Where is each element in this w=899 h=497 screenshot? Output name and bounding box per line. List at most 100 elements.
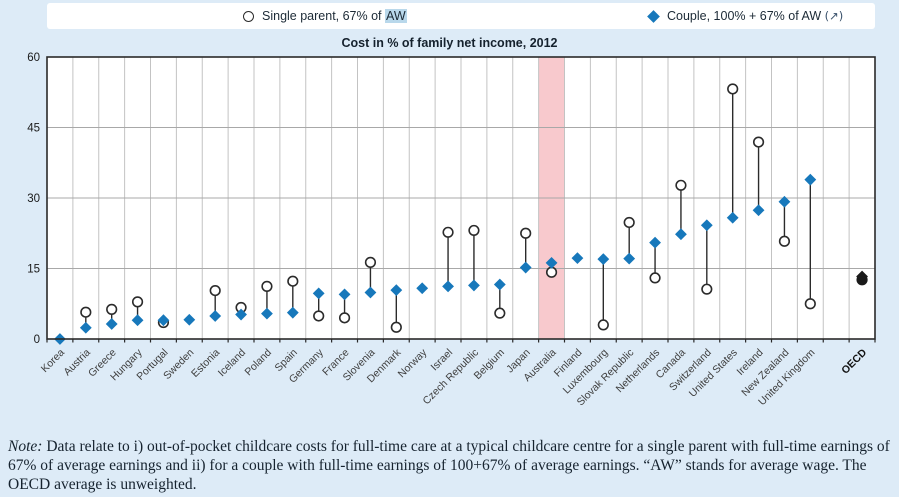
marker-group-new-zealand xyxy=(778,195,791,247)
marker-group-sweden xyxy=(183,313,196,326)
couple-point xyxy=(726,211,739,224)
couple-point xyxy=(856,270,868,283)
couple-point xyxy=(442,280,454,293)
legend-item-couple: Couple, 100% + 67% of AW (↗) xyxy=(647,3,843,29)
couple-point xyxy=(312,287,325,300)
marker-group-belgium xyxy=(493,278,506,319)
marker-group-germany xyxy=(312,287,325,322)
couple-point xyxy=(545,256,558,269)
marker-group-australia xyxy=(545,256,558,278)
couple-point xyxy=(468,279,480,292)
couple-point xyxy=(752,204,765,217)
single-parent-point xyxy=(80,306,92,318)
marker-group-poland xyxy=(261,280,273,320)
marker-group-oecd xyxy=(856,270,868,286)
single-parent-point xyxy=(675,179,687,191)
note-text: Data relate to i) out-of-pocket childcar… xyxy=(8,438,890,494)
couple-point xyxy=(390,284,403,297)
single-parent-point xyxy=(209,284,221,297)
single-parent-point xyxy=(494,307,506,319)
marker-group-norway xyxy=(416,282,429,295)
x-axis-label-oecd: OECD xyxy=(839,346,869,376)
couple-point xyxy=(286,306,299,319)
single-parent-point xyxy=(442,226,454,238)
marker-group-iceland xyxy=(235,301,247,321)
couple-point xyxy=(131,314,144,327)
legend-single-highlight: AW xyxy=(385,9,407,23)
couple-point xyxy=(649,236,661,249)
marker-group-canada xyxy=(675,179,687,241)
couple-point xyxy=(261,307,273,320)
single-parent-point xyxy=(727,83,739,95)
couple-point xyxy=(157,314,170,327)
single-parent-point xyxy=(520,227,532,239)
legend: Single parent, 67% of AW Couple, 100% + … xyxy=(47,3,875,29)
single-parent-point xyxy=(364,256,377,268)
statlink-arrow[interactable]: (↗) xyxy=(824,9,844,23)
legend-couple-label: Couple, 100% + 67% of AW (↗) xyxy=(667,9,843,23)
marker-group-austria xyxy=(79,306,92,334)
single-parent-point xyxy=(131,296,144,308)
marker-group-greece xyxy=(105,303,118,330)
marker-group-slovenia xyxy=(364,256,377,299)
marker-group-slovak-republic xyxy=(623,216,636,265)
couple-point xyxy=(571,252,584,265)
single-parent-point xyxy=(468,224,480,237)
marker-group-israel xyxy=(442,226,454,293)
couple-point xyxy=(804,173,817,186)
couple-point xyxy=(700,219,713,232)
marker-group-luxembourg xyxy=(597,253,610,331)
legend-couple-text: Couple, 100% + 67% of AW xyxy=(667,9,822,23)
note: Note: Data relate to i) out-of-pocket ch… xyxy=(8,437,892,495)
couple-point xyxy=(493,278,506,291)
single-parent-point xyxy=(287,275,299,287)
single-parent-point xyxy=(623,216,635,229)
single-parent-point xyxy=(804,298,816,310)
note-label: Note: xyxy=(8,438,43,455)
couple-point xyxy=(209,310,222,322)
marker-group-switzerland xyxy=(700,219,713,295)
marker-group-finland xyxy=(571,252,584,265)
single-parent-point xyxy=(649,272,661,284)
couple-point xyxy=(79,321,92,334)
single-parent-point xyxy=(752,136,765,148)
marker-group-ireland xyxy=(752,136,765,217)
marker-group-united-states xyxy=(726,83,739,224)
legend-single-label: Single parent, 67% of AW xyxy=(262,9,407,23)
single-parent-point xyxy=(597,319,609,331)
single-parent-point xyxy=(778,235,791,247)
single-parent-circle-icon xyxy=(243,10,254,22)
couple-point xyxy=(364,286,377,299)
horizontal-gridlines xyxy=(47,127,875,269)
marker-group-netherlands xyxy=(649,236,661,284)
y-tick-label: 45 xyxy=(27,123,40,135)
couple-point xyxy=(623,252,636,265)
y-tick-label: 0 xyxy=(34,334,40,346)
couple-point xyxy=(235,308,247,321)
single-parent-point xyxy=(545,266,558,278)
x-axis-label-estonia: Estonia xyxy=(189,347,222,380)
x-axis-label-norway: Norway xyxy=(396,346,430,380)
single-parent-point xyxy=(106,303,118,315)
marker-group-france xyxy=(338,288,351,324)
couple-point xyxy=(183,313,196,326)
couple-point xyxy=(519,261,532,274)
marker-group-estonia xyxy=(209,284,222,322)
marker-group-japan xyxy=(519,227,532,274)
couple-diamond-icon xyxy=(647,9,660,23)
legend-single-text: Single parent, 67% of xyxy=(262,9,385,23)
single-parent-point xyxy=(261,280,273,292)
couple-point xyxy=(416,282,429,295)
couple-point xyxy=(338,288,351,301)
y-tick-label: 30 xyxy=(27,193,40,205)
plot-frame xyxy=(46,56,876,340)
marker-group-portugal xyxy=(157,314,170,329)
single-parent-point xyxy=(701,283,713,295)
couple-point xyxy=(675,228,687,241)
x-axis-label-poland: Poland xyxy=(242,347,274,379)
y-tick-label: 60 xyxy=(27,52,40,64)
chart-title: Cost in % of family net income, 2012 xyxy=(341,36,558,50)
couple-point xyxy=(597,253,610,265)
couple-point xyxy=(105,318,118,330)
